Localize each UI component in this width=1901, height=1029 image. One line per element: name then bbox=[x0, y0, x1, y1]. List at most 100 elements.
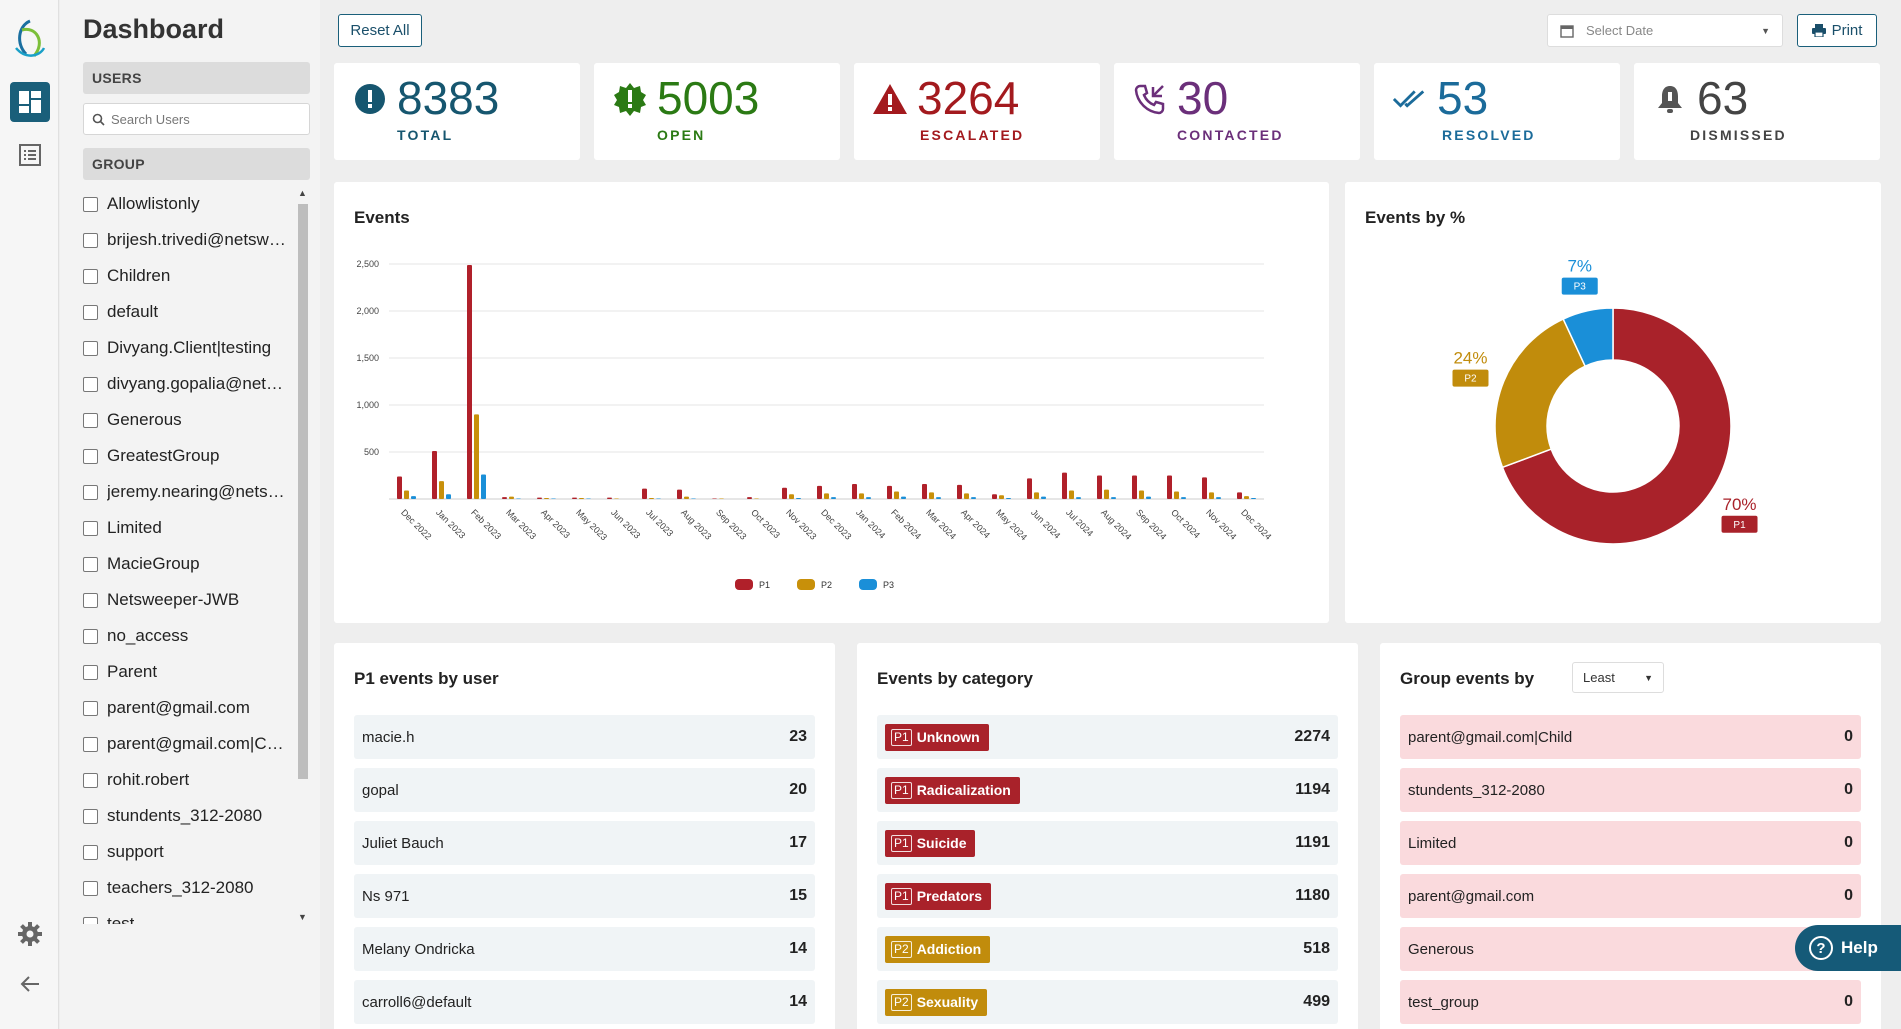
x-tick-label: Oct 2024 bbox=[1169, 507, 1202, 540]
stat-card-dismissed[interactable]: 63 DISMISSED bbox=[1634, 63, 1880, 160]
group-item[interactable]: default bbox=[83, 294, 288, 330]
scrollbar-thumb[interactable] bbox=[298, 204, 308, 779]
group-item[interactable]: MacieGroup bbox=[83, 546, 288, 582]
group-checkbox[interactable] bbox=[83, 448, 98, 464]
group-checkbox[interactable] bbox=[83, 844, 98, 860]
bar-p2 bbox=[579, 498, 584, 499]
group-checkbox[interactable] bbox=[83, 880, 98, 896]
sort-order-select[interactable]: Least ▼ bbox=[1572, 662, 1664, 693]
group-checkbox[interactable] bbox=[83, 628, 98, 644]
list-item[interactable]: P1 Predators 1180 bbox=[877, 874, 1338, 918]
group-checkbox[interactable] bbox=[83, 376, 98, 392]
list-item[interactable]: Juliet Bauch 17 bbox=[354, 821, 815, 865]
group-item[interactable]: rohit.robert bbox=[83, 762, 288, 798]
group-item[interactable]: Generous bbox=[83, 402, 288, 438]
group-checkbox[interactable] bbox=[83, 304, 98, 320]
category-name: Predators bbox=[916, 888, 983, 904]
reset-all-button[interactable]: Reset All bbox=[338, 14, 422, 47]
event-count: 499 bbox=[1303, 993, 1330, 1010]
list-item[interactable]: parent@gmail.com|Child 0 bbox=[1400, 715, 1861, 759]
group-checkbox[interactable] bbox=[83, 664, 98, 680]
group-item[interactable]: support bbox=[83, 834, 288, 870]
group-item[interactable]: Netsweeper-JWB bbox=[83, 582, 288, 618]
list-item[interactable]: stundents_312-2080 0 bbox=[1400, 768, 1861, 812]
group-item[interactable]: jeremy.nearing@netsweeper.com bbox=[83, 474, 288, 510]
search-users-input[interactable] bbox=[111, 111, 301, 127]
list-item[interactable]: Limited 0 bbox=[1400, 821, 1861, 865]
group-name: parent@gmail.com bbox=[1408, 887, 1535, 905]
group-item[interactable]: Allowlistonly bbox=[83, 186, 288, 222]
group-item[interactable]: divyang.gopalia@netsweeper.com bbox=[83, 366, 288, 402]
group-item[interactable]: Parent bbox=[83, 654, 288, 690]
collapse-nav-button[interactable] bbox=[10, 964, 50, 1004]
group-checkbox[interactable] bbox=[83, 808, 98, 824]
print-button[interactable]: Print bbox=[1797, 14, 1877, 47]
bar-p1 bbox=[852, 483, 857, 499]
group-checkbox[interactable] bbox=[83, 736, 98, 752]
group-item[interactable]: parent@gmail.com bbox=[83, 690, 288, 726]
group-checkbox[interactable] bbox=[83, 232, 98, 248]
settings-nav-button[interactable] bbox=[10, 914, 50, 954]
event-count: 14 bbox=[789, 993, 807, 1010]
list-item[interactable]: Melany Ondricka 14 bbox=[354, 927, 815, 971]
list-item[interactable]: parent@gmail.com 0 bbox=[1400, 874, 1861, 918]
search-users-box[interactable] bbox=[83, 103, 310, 135]
list-item[interactable]: P1 Radicalization 1194 bbox=[877, 768, 1338, 812]
chevron-down-icon: ▼ bbox=[1644, 672, 1653, 683]
list-item[interactable]: macie.h 23 bbox=[354, 715, 815, 759]
group-checkbox[interactable] bbox=[83, 592, 98, 608]
x-tick-label: Mar 2023 bbox=[504, 507, 538, 541]
group-checkbox[interactable] bbox=[83, 484, 98, 500]
list-item[interactable]: Generous bbox=[1400, 927, 1861, 971]
group-checkbox[interactable] bbox=[83, 412, 98, 428]
group-item[interactable]: Divyang.Client|testing bbox=[83, 330, 288, 366]
list-item[interactable]: P1 Suicide 1191 bbox=[877, 821, 1338, 865]
y-tick-label: 1,500 bbox=[356, 353, 379, 363]
stat-card-open[interactable]: 5003 OPEN bbox=[594, 63, 840, 160]
group-checkbox[interactable] bbox=[83, 772, 98, 788]
category-badge: P1 Unknown bbox=[885, 723, 989, 751]
group-checkbox[interactable] bbox=[83, 268, 98, 284]
list-item[interactable]: Ns 971 15 bbox=[354, 874, 815, 918]
stat-card-resolved[interactable]: 53 RESOLVED bbox=[1374, 63, 1620, 160]
group-list-scrollbar[interactable]: ▲ ▼ bbox=[295, 186, 309, 924]
group-item[interactable]: GreatestGroup bbox=[83, 438, 288, 474]
list-item[interactable]: gopal 20 bbox=[354, 768, 815, 812]
group-item[interactable]: Children bbox=[83, 258, 288, 294]
list-item[interactable]: P1 Unknown 2274 bbox=[877, 715, 1338, 759]
stat-card-contacted[interactable]: 30 CONTACTED bbox=[1114, 63, 1360, 160]
priority-tag: P1 bbox=[891, 728, 912, 746]
group-checkbox[interactable] bbox=[83, 916, 98, 924]
group-item[interactable]: no_access bbox=[83, 618, 288, 654]
group-item[interactable]: test bbox=[83, 906, 288, 924]
print-label: Print bbox=[1831, 22, 1863, 39]
date-select-placeholder: Select Date bbox=[1586, 23, 1654, 38]
list-item[interactable]: P2 Sexuality 499 bbox=[877, 980, 1338, 1024]
dashboard-nav-button[interactable] bbox=[10, 82, 50, 122]
group-item[interactable]: brijesh.trivedi@netsweeper.com bbox=[83, 222, 288, 258]
group-item[interactable]: Limited bbox=[83, 510, 288, 546]
date-select[interactable]: Select Date ▼ bbox=[1547, 14, 1783, 47]
scroll-up-icon[interactable]: ▲ bbox=[298, 188, 307, 198]
reports-nav-button[interactable] bbox=[10, 135, 50, 175]
group-item[interactable]: teachers_312-2080 bbox=[83, 870, 288, 906]
stat-card-total[interactable]: 8383 TOTAL bbox=[334, 63, 580, 160]
list-item[interactable]: carroll6@default 14 bbox=[354, 980, 815, 1024]
scroll-down-icon[interactable]: ▼ bbox=[298, 912, 307, 922]
group-name: Limited bbox=[1408, 834, 1457, 852]
slice-tag-label: P3 bbox=[1574, 282, 1587, 293]
group-checkbox[interactable] bbox=[83, 196, 98, 212]
help-button[interactable]: ? Help bbox=[1795, 925, 1901, 971]
bar-p2 bbox=[404, 490, 409, 499]
double-check-icon bbox=[1392, 81, 1428, 117]
group-item[interactable]: parent@gmail.com|Child bbox=[83, 726, 288, 762]
list-item[interactable]: test_group 0 bbox=[1400, 980, 1861, 1024]
group-checkbox[interactable] bbox=[83, 700, 98, 716]
group-checkbox[interactable] bbox=[83, 340, 98, 356]
group-checkbox[interactable] bbox=[83, 520, 98, 536]
stat-card-escalated[interactable]: 3264 ESCALATED bbox=[854, 63, 1100, 160]
group-checkbox[interactable] bbox=[83, 556, 98, 572]
list-item[interactable]: P2 Addiction 518 bbox=[877, 927, 1338, 971]
group-item[interactable]: stundents_312-2080 bbox=[83, 798, 288, 834]
sort-order-value: Least bbox=[1583, 670, 1615, 685]
